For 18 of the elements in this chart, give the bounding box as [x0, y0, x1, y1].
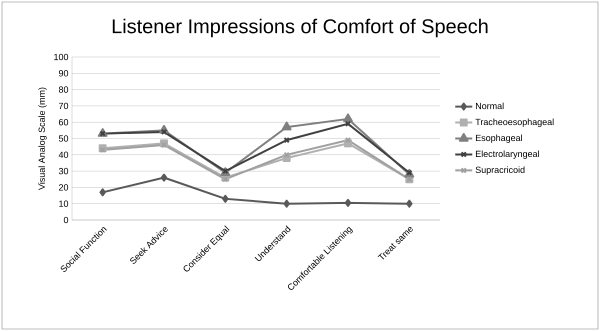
y-tick-label: 50: [58, 135, 68, 142]
y-tick-label: 70: [58, 102, 68, 110]
legend-label: Supracricoid: [476, 166, 524, 175]
legend-label: Tracheoesophageal: [475, 118, 554, 127]
y-tick-label: 40: [58, 152, 68, 158]
y-tick-label: 0: [64, 216, 68, 224]
y-tick-label: 80: [58, 86, 68, 93]
y-tick-label: 10: [59, 200, 68, 207]
y-tick-label: 100: [54, 54, 68, 60]
y-tick-label: 90: [58, 70, 68, 76]
y-axis-title: Visual Analog Scale (mm): [38, 88, 47, 190]
chart-title: Listener Impressions of Comfort of Speech: [112, 18, 488, 38]
y-tick-label: 60: [58, 119, 68, 126]
y-tick-label: 30: [58, 168, 68, 174]
legend-label: Esophageal: [476, 134, 522, 143]
y-tick-label: 20: [58, 184, 68, 191]
legend-label: Electrolaryngeal: [476, 150, 539, 159]
legend-label: Normal: [476, 102, 504, 110]
